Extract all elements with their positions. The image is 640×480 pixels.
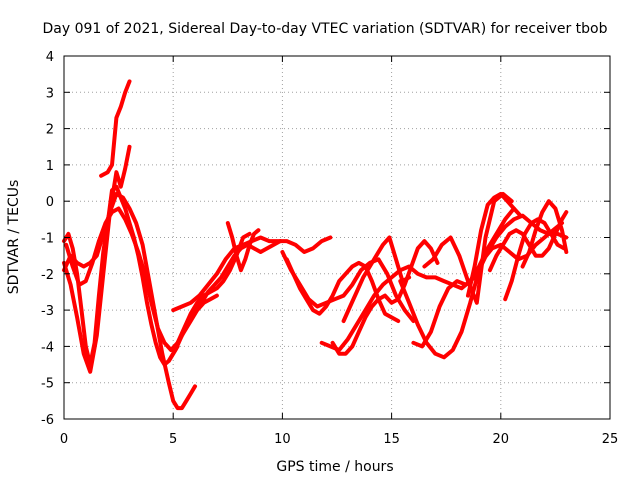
x-tick-label: 15 — [383, 432, 400, 447]
y-axis-label: SDTVAR / TECUs — [6, 180, 22, 295]
y-tick-label: -3 — [41, 304, 54, 319]
series-track-13 — [330, 239, 440, 356]
plot-series — [62, 79, 569, 411]
series-track-14 — [341, 235, 412, 323]
series-track-16 — [411, 221, 564, 349]
y-tick-label: 4 — [46, 50, 54, 65]
y-tick-label: -2 — [41, 268, 54, 283]
chart-title: Day 091 of 2021, Sidereal Day-to-day VTE… — [42, 21, 607, 37]
x-axis-label: GPS time / hours — [276, 459, 393, 475]
y-tick-label: 2 — [46, 123, 54, 138]
x-tick-label: 20 — [493, 432, 510, 447]
grid — [64, 56, 610, 419]
y-tick-label: -6 — [41, 413, 54, 428]
series-track-21 — [520, 199, 569, 269]
series-track-17 — [422, 191, 514, 305]
series-track-4 — [99, 79, 132, 178]
y-tick-label: 3 — [46, 86, 54, 101]
y-tick-label: 0 — [46, 195, 54, 210]
y-tick-label: -5 — [41, 377, 54, 392]
series-track-9 — [225, 221, 261, 273]
series-track-3 — [62, 144, 132, 374]
series-track-1 — [62, 191, 197, 411]
series-track-15 — [398, 213, 569, 360]
series-track-11 — [284, 257, 401, 323]
x-tick-label: 5 — [169, 432, 177, 447]
series-track-2 — [62, 184, 180, 367]
series-track-18 — [466, 191, 523, 298]
y-tick-label: 1 — [46, 159, 54, 174]
x-tick-label: 0 — [60, 432, 68, 447]
y-tick-label: -1 — [41, 232, 54, 247]
x-tick-label: 25 — [602, 432, 619, 447]
axis-ticks: 0 5 10 15 20 25 -6 -5 -4 -3 -2 -1 0 1 2 3 4 — [41, 50, 618, 447]
y-tick-label: -4 — [41, 340, 54, 355]
series-track-20 — [487, 210, 569, 273]
x-tick-label: 10 — [274, 432, 291, 447]
